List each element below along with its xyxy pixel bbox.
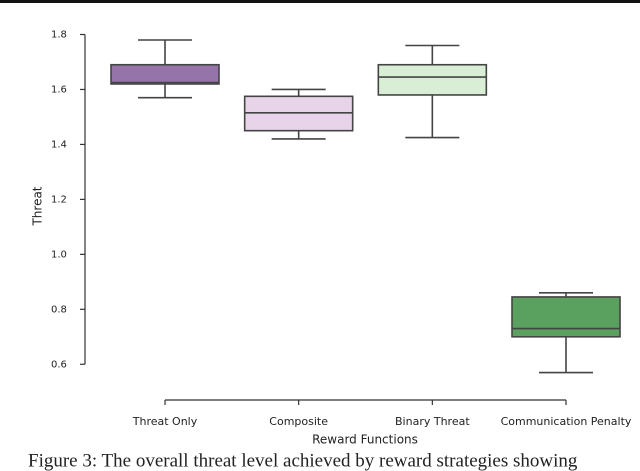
y-tick-label: 1.8 <box>51 29 67 40</box>
y-tick-label: 1.4 <box>51 139 67 150</box>
y-tick-label: 0.8 <box>51 304 67 315</box>
x-tick-label: Threat Only <box>132 415 198 428</box>
y-tick-label: 1.6 <box>51 84 67 95</box>
box <box>377 63 488 96</box>
box <box>511 296 621 338</box>
caption: Figure 3: The overall threat level achie… <box>28 450 578 471</box>
y-tick-label: 1.2 <box>51 194 67 205</box>
x-tick-label: Composite <box>269 415 328 428</box>
x-tick-label: Binary Threat <box>395 415 470 428</box>
y-tick-label: 0.6 <box>51 359 67 370</box>
x-axis-label: Reward Functions <box>312 433 418 447</box>
y-axis-label: Threat <box>31 186 45 226</box>
y-tick-label: 1.0 <box>51 249 67 260</box>
box <box>110 63 220 85</box>
x-tick-label: Communication Penalty <box>501 415 632 428</box>
top-rule <box>0 0 640 3</box>
